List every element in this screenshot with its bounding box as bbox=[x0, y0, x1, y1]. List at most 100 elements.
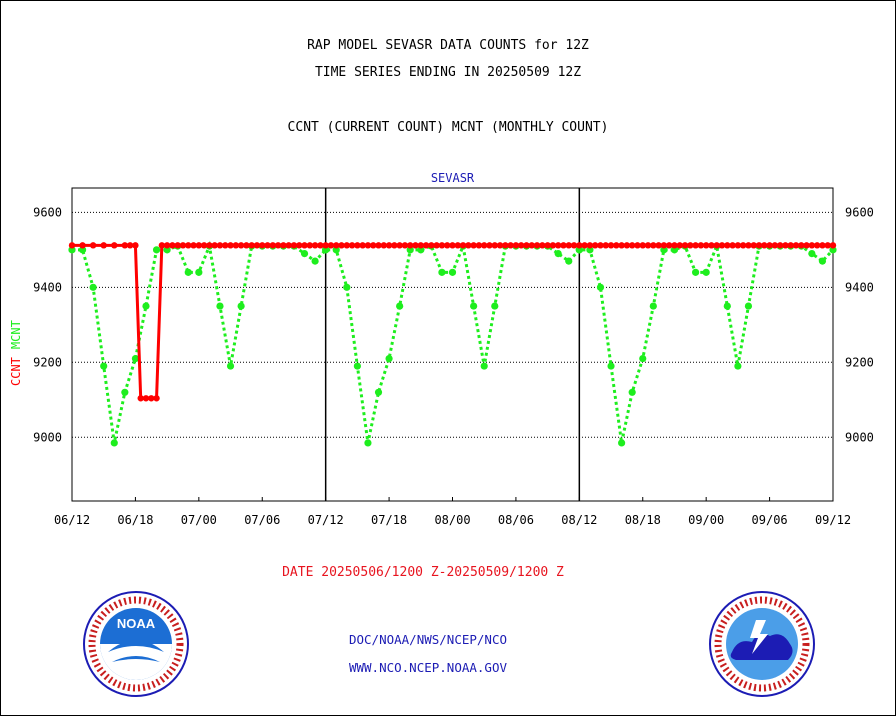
ccnt-point bbox=[385, 242, 393, 249]
nws-logo bbox=[709, 591, 815, 697]
ccnt-point bbox=[190, 242, 197, 249]
ccnt-point bbox=[269, 242, 277, 249]
ccnt-point bbox=[734, 242, 742, 249]
x-tick-label: 09/06 bbox=[752, 513, 788, 527]
x-tick-label: 06/12 bbox=[54, 513, 90, 527]
ccnt-point bbox=[813, 242, 821, 249]
x-tick-label: 09/12 bbox=[815, 513, 851, 527]
ccnt-point bbox=[348, 242, 356, 249]
ccnt-point bbox=[586, 242, 594, 249]
mcnt-point bbox=[702, 268, 710, 276]
x-tick-label: 08/18 bbox=[625, 513, 661, 527]
ccnt-point bbox=[634, 242, 641, 249]
ccnt-point bbox=[713, 242, 720, 249]
mcnt-point bbox=[586, 246, 594, 254]
x-tick-label: 08/00 bbox=[434, 513, 470, 527]
ccnt-point bbox=[518, 242, 525, 249]
ccnt-point bbox=[824, 242, 831, 249]
ccnt-point bbox=[761, 242, 768, 249]
ccnt-point bbox=[264, 242, 271, 249]
ccnt-point bbox=[148, 395, 155, 402]
ccnt-point bbox=[766, 242, 773, 249]
ccnt-point bbox=[137, 395, 144, 402]
x-tick-label: 06/18 bbox=[117, 513, 153, 527]
mcnt-point bbox=[406, 246, 414, 254]
ccnt-point bbox=[301, 242, 308, 249]
ccnt-point bbox=[565, 242, 572, 249]
ccnt-point bbox=[274, 242, 282, 249]
ccnt-point bbox=[422, 242, 430, 249]
ccnt-point bbox=[111, 242, 118, 249]
ccnt-point bbox=[237, 242, 245, 249]
ccnt-point bbox=[724, 242, 731, 249]
ccnt-point bbox=[671, 242, 678, 249]
mcnt-point bbox=[121, 388, 129, 396]
x-tick-label: 08/12 bbox=[561, 513, 597, 527]
ccnt-point bbox=[407, 242, 414, 249]
y-tick-label-right: 9400 bbox=[845, 280, 874, 294]
ccnt-point bbox=[338, 242, 345, 249]
ccnt-point bbox=[290, 242, 298, 249]
ccnt-point bbox=[681, 242, 689, 249]
ccnt-point bbox=[259, 242, 266, 249]
plot-border bbox=[71, 187, 834, 502]
ccnt-point bbox=[401, 242, 409, 249]
mcnt-point bbox=[660, 246, 668, 254]
ccnt-point bbox=[533, 242, 541, 249]
ccnt-point bbox=[782, 242, 789, 249]
mcnt-point bbox=[110, 439, 118, 447]
ccnt-point bbox=[391, 242, 398, 249]
mcnt-point bbox=[691, 268, 700, 276]
y-tick-label-right: 9600 bbox=[845, 205, 874, 219]
mcnt-point bbox=[216, 302, 224, 310]
ccnt-point bbox=[100, 242, 107, 249]
mcnt-point bbox=[438, 268, 446, 276]
ccnt-point bbox=[311, 242, 319, 249]
mcnt-point bbox=[618, 439, 626, 447]
ccnt-point bbox=[475, 242, 483, 249]
mcnt-point bbox=[649, 302, 657, 310]
mcnt-point bbox=[723, 302, 731, 310]
ccnt-point bbox=[750, 242, 757, 249]
ccnt-point bbox=[163, 242, 171, 249]
mcnt-point bbox=[628, 388, 636, 396]
ccnt-point bbox=[253, 242, 261, 249]
ccnt-point bbox=[333, 242, 340, 249]
ccnt-point bbox=[708, 242, 715, 249]
ccnt-point bbox=[243, 242, 250, 249]
ccnt-point bbox=[211, 242, 218, 249]
ccnt-point bbox=[459, 242, 467, 249]
ccnt-point bbox=[206, 242, 213, 249]
mcnt-point bbox=[470, 302, 478, 310]
noaa-logo-text: NOAA bbox=[117, 616, 156, 631]
ccnt-point bbox=[607, 242, 615, 249]
ccnt-point bbox=[829, 242, 837, 249]
mcnt-point bbox=[195, 268, 203, 276]
y-axis-label-ccnt: CCNT bbox=[9, 357, 23, 386]
ccnt-point bbox=[79, 242, 86, 249]
ccnt-point bbox=[89, 242, 97, 249]
chart-series-title: SEVASR bbox=[431, 171, 475, 185]
x-tick-label: 07/18 bbox=[371, 513, 407, 527]
mcnt-point bbox=[639, 354, 647, 363]
mcnt-point bbox=[163, 246, 171, 254]
ccnt-point bbox=[692, 242, 699, 249]
ccnt-point bbox=[523, 242, 530, 249]
y-tick-label-left: 9400 bbox=[33, 280, 62, 294]
ccnt-point bbox=[174, 242, 181, 249]
ccnt-point bbox=[554, 242, 562, 249]
ccnt-point bbox=[375, 242, 382, 249]
ccnt-point bbox=[819, 242, 826, 249]
ccnt-point bbox=[486, 242, 493, 249]
ccnt-point bbox=[549, 242, 557, 249]
mcnt-point bbox=[226, 362, 235, 370]
ccnt-point bbox=[570, 242, 578, 249]
ccnt-point bbox=[591, 242, 599, 249]
chart-subtitle: CCNT (CURRENT COUNT) MCNT (MONTHLY COUNT… bbox=[287, 120, 609, 135]
ccnt-point bbox=[306, 242, 314, 249]
ccnt-point bbox=[644, 242, 652, 249]
ccnt-point bbox=[317, 242, 324, 249]
ccnt-point bbox=[465, 242, 472, 249]
mcnt-point bbox=[417, 246, 425, 254]
